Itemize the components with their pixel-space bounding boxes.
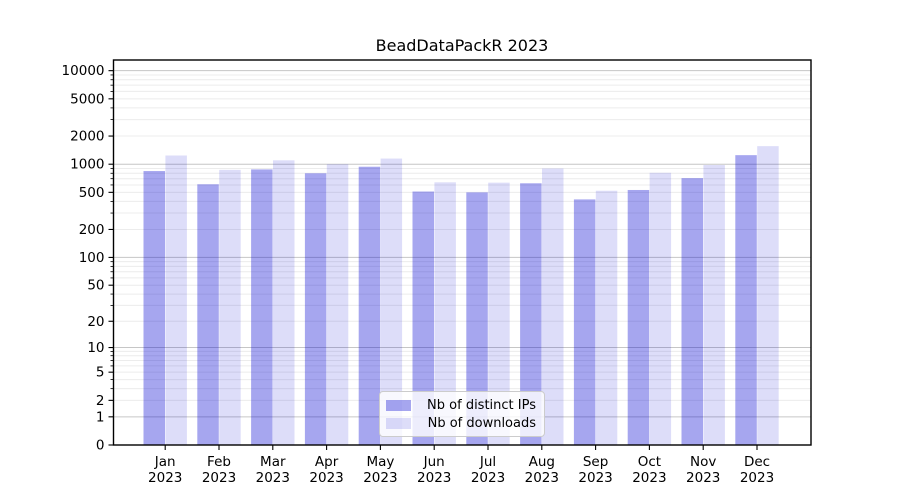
y-tick-label: 2 xyxy=(96,393,105,409)
x-tick-label: Oct 2023 xyxy=(632,454,666,486)
legend-label-downloads: Nb of downloads xyxy=(427,416,536,431)
bar-distinct-ips xyxy=(735,155,757,446)
plot-area xyxy=(113,60,811,445)
legend-swatch-distinct-ips xyxy=(386,400,411,411)
plot-border xyxy=(112,59,812,446)
legend: Nb of distinct IPs Nb of downloads xyxy=(379,391,545,437)
legend-label-distinct-ips: Nb of distinct IPs xyxy=(427,398,536,413)
bar-downloads xyxy=(219,169,241,446)
bar-downloads xyxy=(649,172,672,445)
chart-title: BeadDataPackR 2023 xyxy=(375,36,549,55)
bar-distinct-ips xyxy=(358,166,381,446)
bar-downloads xyxy=(380,158,403,445)
x-tick-label: Feb 2023 xyxy=(202,454,236,486)
y-tick-label: 200 xyxy=(79,222,105,238)
bar-distinct-ips xyxy=(627,189,650,445)
bar-downloads xyxy=(326,164,349,446)
y-tick-label: 50 xyxy=(87,278,104,294)
bar-distinct-ips xyxy=(412,191,434,445)
bar-distinct-ips xyxy=(466,192,488,445)
x-tick-label: Jul 2023 xyxy=(471,454,505,486)
bar-distinct-ips xyxy=(143,171,165,445)
legend-item-downloads: Nb of downloads xyxy=(386,415,536,432)
x-tick-label: Jun 2023 xyxy=(417,454,451,486)
y-tick-label: 10000 xyxy=(62,63,105,79)
bar-downloads xyxy=(273,160,295,445)
x-tick-label: Apr 2023 xyxy=(309,454,343,486)
legend-item-distinct-ips: Nb of distinct IPs xyxy=(386,397,536,414)
bar-downloads xyxy=(757,146,779,445)
bar-distinct-ips xyxy=(304,173,327,446)
bar-downloads xyxy=(488,182,510,446)
bar-downloads xyxy=(703,165,725,445)
y-tick-label: 5000 xyxy=(70,91,104,107)
y-tick-label: 100 xyxy=(79,250,105,266)
bar-downloads xyxy=(542,168,564,445)
y-tick-label: 20 xyxy=(87,314,104,330)
y-tick-label: 10 xyxy=(87,340,104,356)
x-tick-label: Nov 2023 xyxy=(686,454,720,486)
x-tick-label: Jan 2023 xyxy=(148,454,182,486)
bar-downloads xyxy=(434,182,456,445)
bar-distinct-ips xyxy=(681,178,703,445)
x-tick-label: May 2023 xyxy=(363,454,397,486)
legend-swatch-downloads xyxy=(386,418,411,429)
y-tick-label: 5 xyxy=(96,365,105,381)
bar-distinct-ips xyxy=(520,183,542,445)
x-tick-label: Sep 2023 xyxy=(578,454,612,486)
bar-distinct-ips xyxy=(251,169,273,445)
bar-downloads xyxy=(595,190,618,445)
y-tick-label: 0 xyxy=(96,438,105,454)
x-tick-label: Mar 2023 xyxy=(256,454,290,486)
y-tick-label: 1000 xyxy=(70,157,104,173)
bar-downloads xyxy=(165,155,187,445)
y-tick-label: 500 xyxy=(79,185,105,201)
x-tick-label: Aug 2023 xyxy=(525,454,559,486)
y-tick-label: 1 xyxy=(96,409,105,425)
x-tick-label: Dec 2023 xyxy=(740,454,774,486)
y-tick-label: 2000 xyxy=(70,129,104,145)
bar-distinct-ips xyxy=(573,199,596,445)
bar-distinct-ips xyxy=(197,184,219,445)
